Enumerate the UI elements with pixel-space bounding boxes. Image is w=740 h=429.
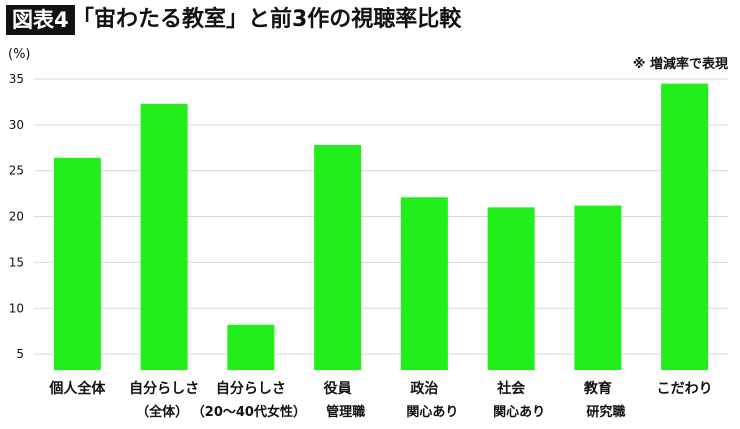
y-tick-label: 30 [9, 118, 24, 132]
y-tick-label: 5 [16, 347, 24, 361]
category-label: 個人全体 [48, 380, 106, 397]
chart-note: ※ 増減率で表現 [632, 57, 728, 72]
category-sublabel: 研究職 [586, 404, 625, 420]
y-tick-label: 25 [9, 164, 24, 178]
bar [314, 145, 362, 370]
category-label: 役員 [324, 380, 352, 397]
y-tick-label: 20 [9, 210, 24, 224]
category-sublabel: 関心あり [493, 405, 545, 420]
figure-badge: 図表4 [6, 5, 75, 35]
bars [53, 83, 709, 371]
category-label: こだわり [657, 381, 713, 397]
bar [140, 103, 188, 370]
bar [661, 83, 709, 371]
chart-title: 「宙わたる教室」と前3作の視聴率比較 [72, 7, 462, 32]
y-unit-label: (%) [8, 47, 31, 62]
y-tick-label: 35 [9, 72, 24, 86]
bar [227, 324, 275, 370]
category-sublabel: 関心あり [406, 405, 458, 420]
bar [487, 207, 535, 370]
bar [53, 157, 101, 370]
y-axis: (%) 5 10 15 20 25 30 35 [8, 47, 31, 361]
category-sublabel: （全体） [136, 404, 188, 420]
bar [574, 205, 622, 370]
category-label: 政治 [410, 380, 438, 397]
category-label: 自分らしさ [216, 380, 286, 397]
category-sublabel: 管理職 [326, 404, 365, 420]
category-label: 教育 [584, 380, 612, 397]
category-sublabel: （20〜40代女性） [192, 404, 306, 420]
y-tick-label: 10 [9, 301, 24, 315]
bar [400, 197, 448, 370]
category-label: 自分らしさ [129, 380, 199, 397]
category-label: 社会 [496, 380, 526, 397]
y-tick-label: 15 [9, 255, 24, 269]
gridlines [34, 78, 728, 355]
